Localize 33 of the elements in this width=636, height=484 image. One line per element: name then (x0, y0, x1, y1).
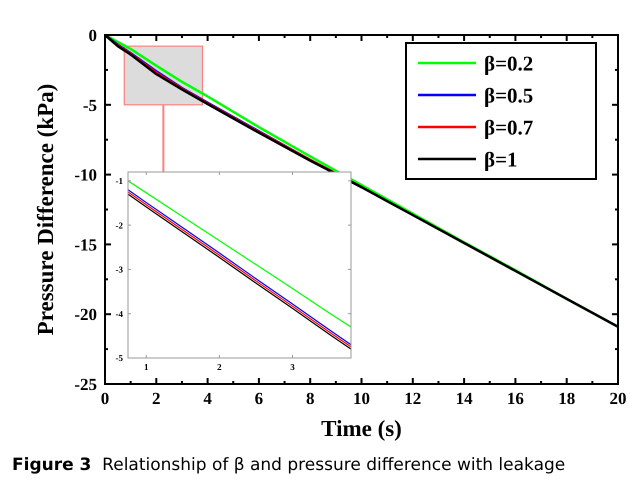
x-tick-label: 4 (203, 389, 212, 408)
x-tick-label: 14 (456, 389, 474, 408)
x-tick-label: 2 (152, 389, 161, 408)
legend-label: β=0.5 (484, 83, 534, 108)
y-tick-label: -2 (116, 220, 124, 230)
y-tick-label: -20 (74, 305, 97, 324)
x-tick-label: 8 (306, 389, 314, 408)
y-tick-label: -3 (116, 264, 124, 275)
legend-label: β=1 (484, 147, 518, 172)
x-tick-label: 1 (144, 362, 150, 372)
y-tick-label: -4 (116, 308, 124, 319)
y-tick-label: -5 (82, 96, 97, 115)
x-tick-label: 3 (290, 362, 296, 372)
x-tick-label: 10 (353, 389, 370, 408)
y-tick-label: -15 (74, 235, 97, 254)
x-tick-label: 6 (254, 389, 264, 408)
legend-label: β=0.2 (484, 51, 534, 76)
x-tick-label: 20 (610, 389, 626, 408)
y-axis-title: Pressure Difference (kPa) (33, 84, 58, 336)
caption: Figure 3 Relationship of β and pressure difference with leakage (12, 455, 566, 475)
x-tick-label: 18 (558, 389, 576, 408)
y-tick-label: -10 (74, 166, 97, 185)
x-tick-label: 16 (506, 389, 524, 408)
y-tick-label: 0 (88, 26, 97, 45)
line-series (127, 180, 352, 328)
x-tick-label: 0 (100, 389, 110, 408)
y-tick-label: -1 (116, 176, 124, 186)
legend-label: β=0.7 (484, 115, 534, 140)
x-tick-label: 2 (217, 362, 222, 372)
y-tick-label: -5 (116, 353, 124, 364)
y-tick-label: -25 (74, 374, 97, 394)
x-axis-title: Time (s) (321, 416, 402, 441)
x-tick-label: 12 (404, 389, 422, 408)
